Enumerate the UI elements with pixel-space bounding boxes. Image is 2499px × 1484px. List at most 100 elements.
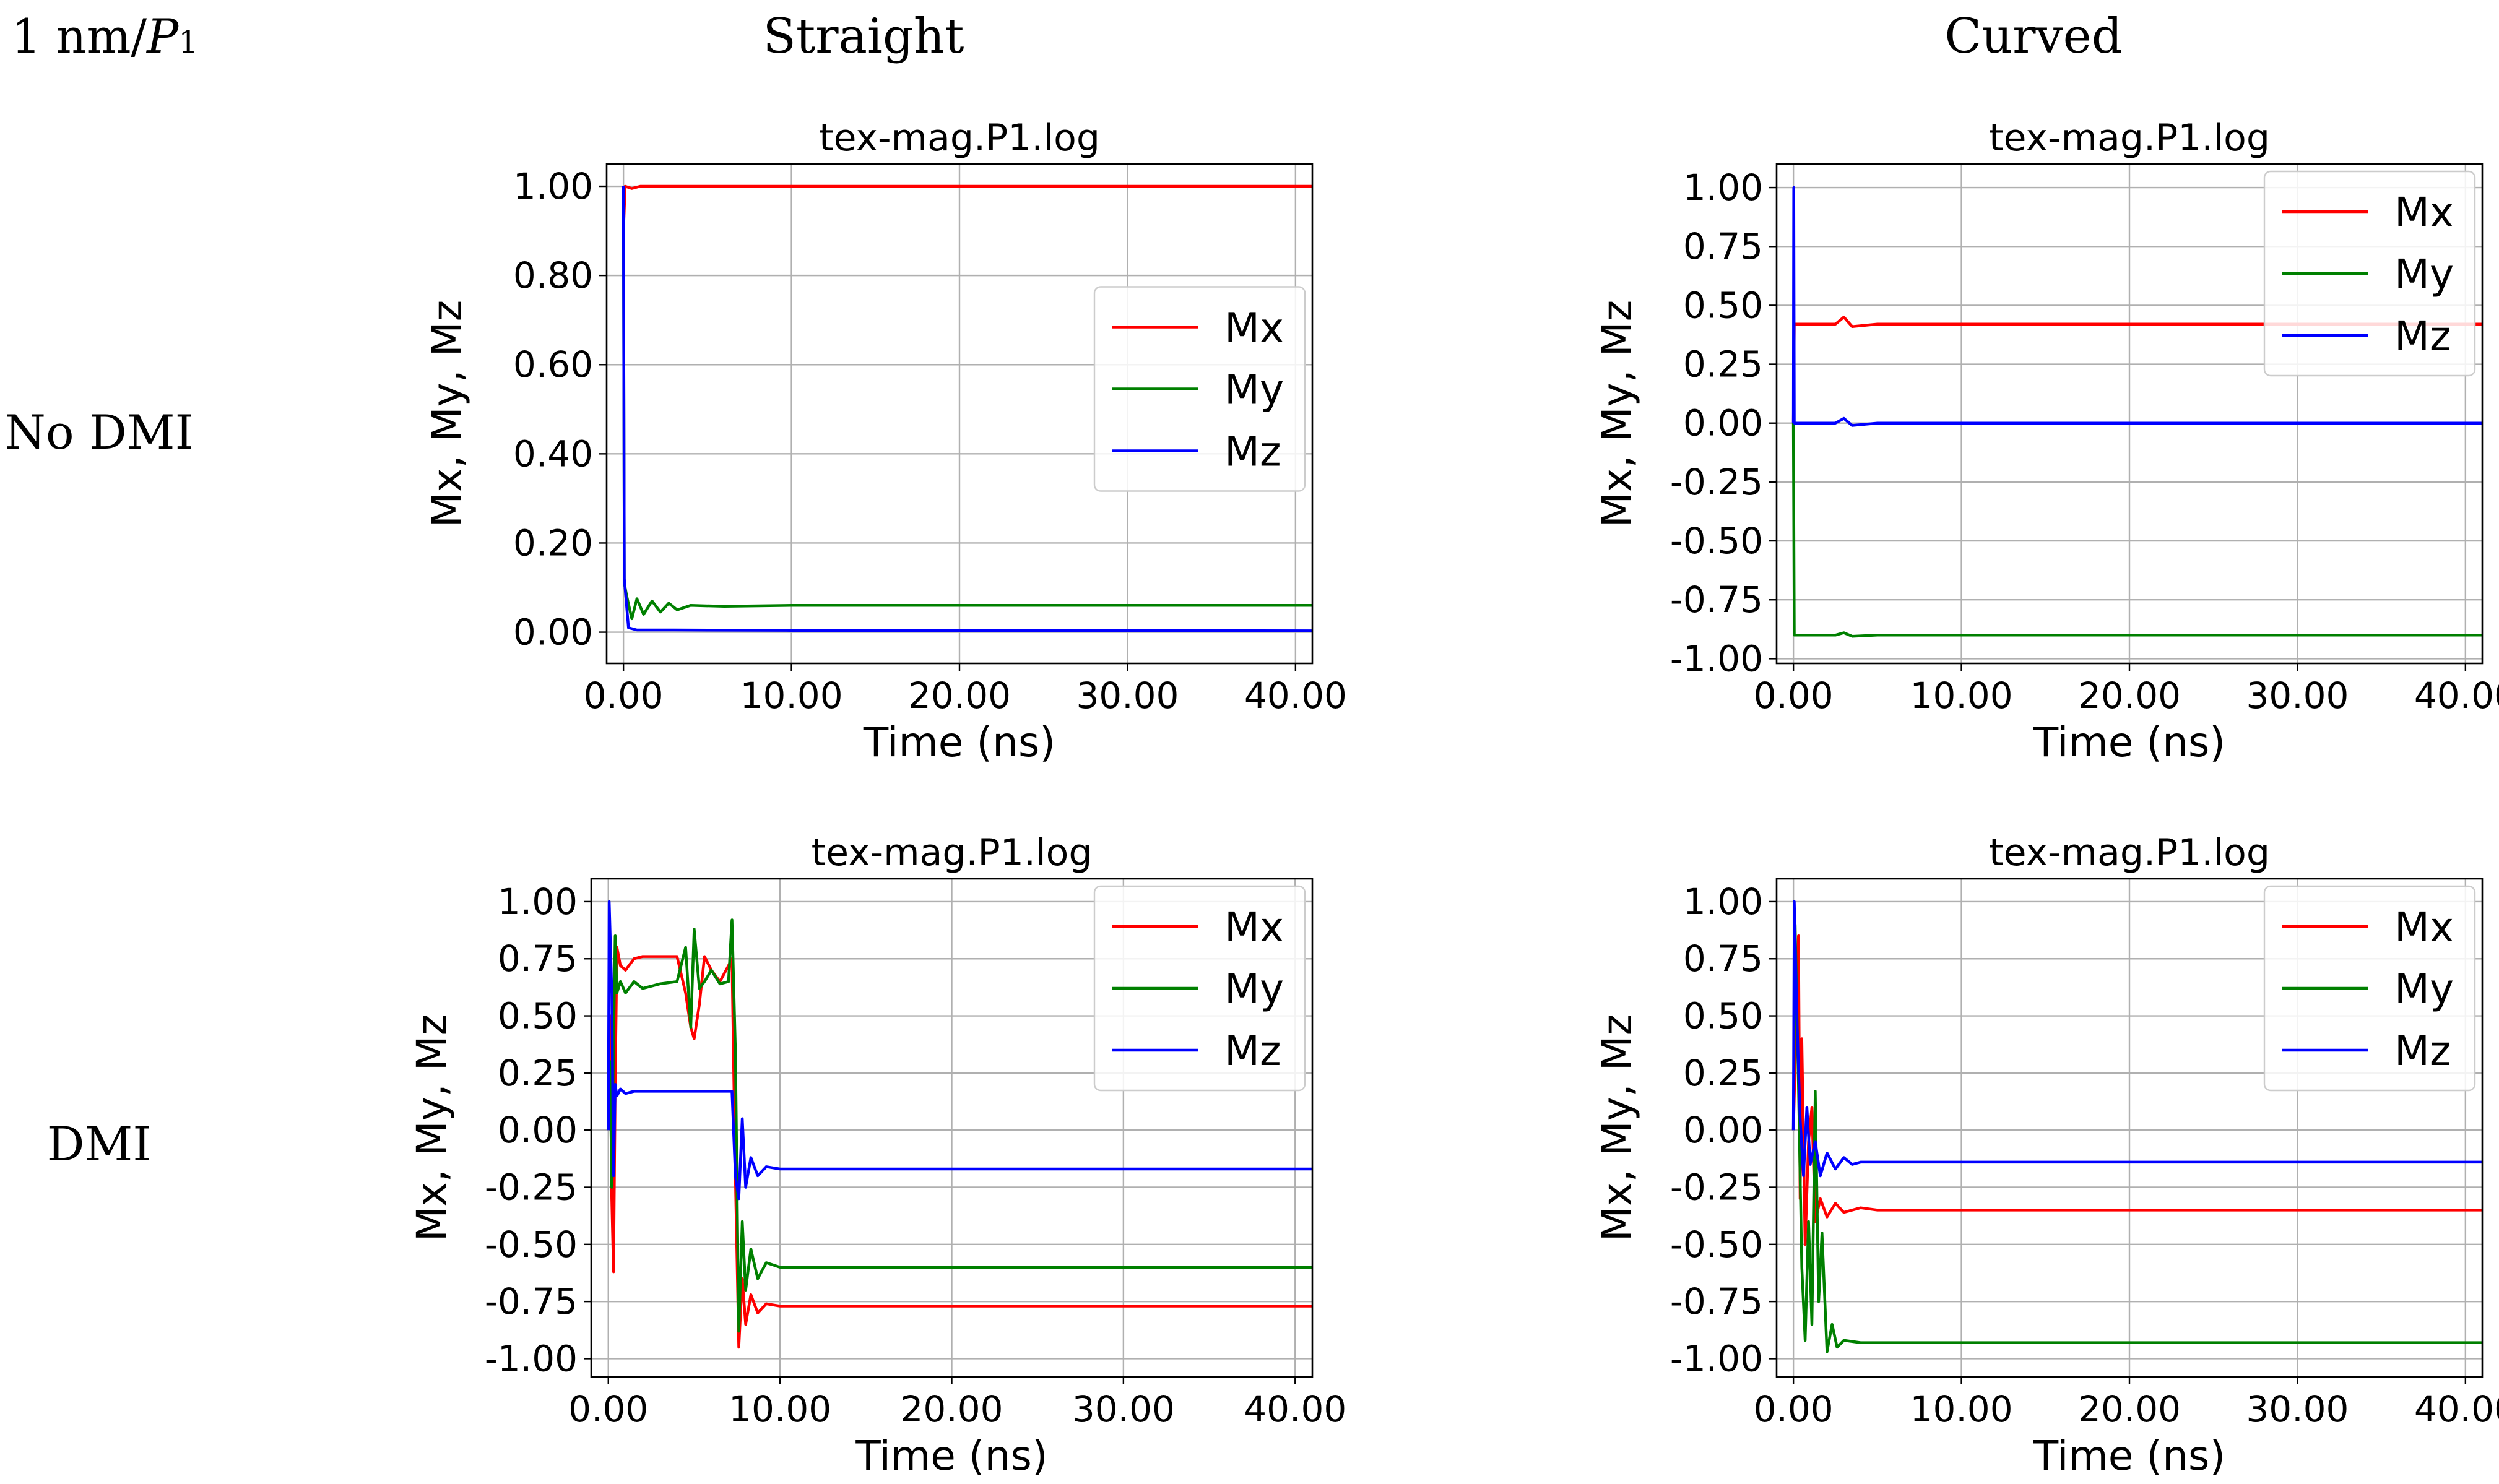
y-tick-label: -0.25 (485, 1167, 578, 1209)
series-line-mz (1791, 186, 2482, 427)
x-tick-label: 40.00 (2414, 1388, 2499, 1430)
plot-frame (1775, 878, 2484, 1378)
x-tick-label: 10.00 (1910, 1388, 2013, 1430)
x-tick-label: 30.00 (1076, 675, 1179, 717)
y-tick-label: -0.25 (1670, 1167, 1763, 1209)
legend-label-mz: Mz (1224, 1027, 1281, 1075)
y-tick-label: 0.00 (498, 1109, 578, 1151)
y-tick-label: -0.75 (1670, 579, 1763, 621)
x-tick-label: 40.00 (2414, 675, 2499, 717)
plot-frame (1775, 163, 2484, 665)
x-tick-label: 40.00 (1244, 1388, 1346, 1430)
legend-label-mx: Mx (2394, 189, 2454, 236)
x-axis-label: Time (ns) (2033, 1432, 2225, 1480)
legend-label-mz: Mz (2394, 1027, 2451, 1075)
x-tick-label: 40.00 (1244, 675, 1347, 717)
y-tick-label: -0.50 (1670, 1223, 1763, 1266)
series-line-mx (607, 946, 1312, 1349)
y-tick-label: -0.75 (485, 1280, 578, 1322)
y-tick-label: 0.50 (498, 995, 578, 1037)
y-tick-label: 0.50 (1683, 995, 1763, 1037)
x-axis-label: Time (ns) (855, 1432, 1047, 1480)
y-tick-label: -0.50 (485, 1223, 578, 1266)
y-axis-label: Mx, My, Mz (1593, 300, 1641, 528)
y-axis-label: Mx, My, Mz (423, 300, 471, 528)
y-tick-label: 0.25 (498, 1052, 578, 1094)
y-tick-label: 0.00 (513, 611, 593, 654)
x-axis-label: Time (ns) (2033, 718, 2225, 766)
y-tick-label: 0.80 (513, 254, 593, 296)
row-header-no-dmi: No DMI (4, 405, 193, 460)
series-line-mz (1791, 900, 2482, 1178)
x-tick-label: 30.00 (1072, 1388, 1175, 1430)
y-tick-label: 1.00 (1683, 881, 1763, 923)
y-axis-label: Mx, My, Mz (1593, 1014, 1641, 1242)
y-tick-label: 0.25 (1683, 1052, 1763, 1094)
plot-frame (605, 163, 1314, 665)
x-tick-label: 0.00 (1754, 675, 1834, 717)
column-header-curved: Curved (1944, 9, 2122, 64)
y-tick-label: -0.25 (1670, 461, 1763, 503)
legend-label-my: My (2394, 251, 2454, 298)
row-header-dmi: DMI (47, 1116, 152, 1171)
y-tick-label: 0.25 (1683, 343, 1763, 386)
x-tick-label: 10.00 (729, 1388, 831, 1430)
series-line-mz (622, 186, 1312, 632)
column-header-straight: Straight (763, 9, 964, 64)
series-line-my (607, 918, 1312, 1333)
y-tick-label: 0.40 (513, 433, 593, 475)
x-axis-label: Time (ns) (863, 718, 1055, 766)
y-tick-label: 1.00 (513, 165, 593, 207)
chart-curved-no-dmi: 0.00 10.00 20.00 30.00 40.00 -1.00 -0.75 -0.50 -… (1593, 116, 2499, 766)
legend-box (2263, 885, 2476, 1092)
legend-label-mx: Mx (2394, 904, 2454, 951)
chart-title: tex-mag.P1.log (812, 831, 1093, 874)
x-tick-label: 20.00 (900, 1388, 1003, 1430)
y-tick-label: 1.00 (498, 881, 578, 923)
y-tick-label: 0.60 (513, 343, 593, 386)
corner-label: 1 nm/P1 (11, 9, 198, 64)
legend-label-mx: Mx (1224, 904, 1284, 951)
x-tick-label: 0.00 (1754, 1388, 1834, 1430)
series-line-mz (607, 900, 1312, 1201)
x-tick-label: 20.00 (2078, 675, 2181, 717)
x-tick-label: 0.00 (584, 675, 664, 717)
series-line-my (622, 186, 1312, 621)
x-tick-label: 30.00 (2246, 675, 2349, 717)
y-tick-label: 0.50 (1683, 284, 1763, 326)
chart-title: tex-mag.P1.log (819, 116, 1100, 160)
legend-label-my: My (1224, 965, 1284, 1013)
chart-title: tex-mag.P1.log (1989, 116, 2270, 160)
y-tick-label: -1.00 (485, 1337, 578, 1379)
y-tick-label: 0.75 (1683, 225, 1763, 267)
y-tick-label: 0.00 (1683, 1109, 1763, 1151)
y-tick-label: -1.00 (1670, 1337, 1763, 1379)
y-axis-label: Mx, My, Mz (408, 1014, 456, 1242)
legend-label-mz: Mz (2394, 313, 2451, 360)
x-tick-label: 30.00 (2246, 1388, 2349, 1430)
legend-label-mz: Mz (1224, 428, 1281, 476)
y-tick-label: -0.75 (1670, 1280, 1763, 1322)
y-tick-label: 1.00 (1683, 166, 1763, 209)
chart-straight-dmi: 0.00 10.00 20.00 30.00 40.00 -1.00 -0.75 -0.50 -… (408, 831, 1346, 1480)
y-tick-label: 0.00 (1683, 402, 1763, 444)
legend-box (1093, 286, 1306, 492)
plot-frame (590, 878, 1314, 1378)
y-tick-label: 0.20 (513, 522, 593, 564)
series-line-my (1791, 423, 2482, 638)
x-tick-label: 20.00 (908, 675, 1011, 717)
y-tick-label: 0.75 (1683, 938, 1763, 980)
legend-label-my: My (2394, 965, 2454, 1013)
chart-title: tex-mag.P1.log (1989, 831, 2270, 874)
legend-label-my: My (1224, 366, 1284, 414)
series-line-mx (622, 184, 1312, 231)
x-tick-label: 10.00 (1910, 675, 2013, 717)
chart-curved-dmi: 0.00 10.00 20.00 30.00 40.00 -1.00 -0.75 -0.50 -… (1593, 831, 2499, 1480)
legend-box (2263, 170, 2476, 377)
y-tick-label: -0.50 (1670, 520, 1763, 562)
series-line-mx (1791, 934, 2482, 1246)
chart-straight-no-dmi: 0.00 10.00 20.00 30.00 40.00 0.00 0.20 0.40 0.60… (423, 116, 1347, 766)
x-tick-label: 20.00 (2078, 1388, 2181, 1430)
legend-label-mx: Mx (1224, 304, 1284, 352)
